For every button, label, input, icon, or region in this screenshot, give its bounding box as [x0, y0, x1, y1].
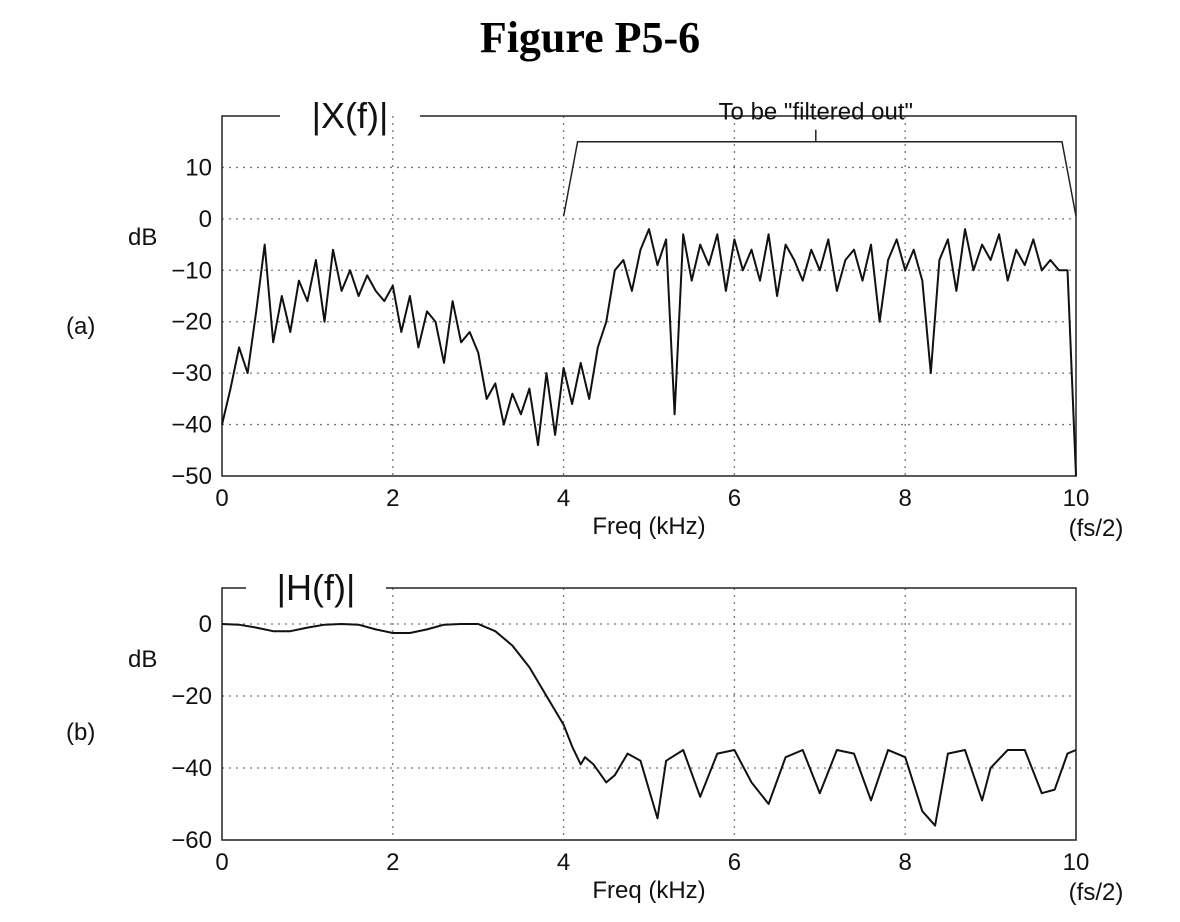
x-tick-label: 2: [386, 485, 399, 512]
y-tick-label: −60: [171, 827, 212, 854]
annotation-text: To be "filtered out": [719, 99, 913, 126]
y-tick-label: −20: [171, 683, 212, 710]
x-end-sublabel: (fs/2): [1069, 879, 1124, 906]
y-tick-label: −50: [171, 463, 212, 490]
x-tick-label: 4: [557, 485, 570, 512]
series-line: [221, 623, 1077, 827]
x-axis-label: Freq (kHz): [592, 877, 705, 904]
y-tick-label: −40: [171, 412, 212, 439]
annotation-bracket: [562, 140, 1077, 217]
panel-label: (a): [66, 313, 95, 340]
x-tick-label: 6: [728, 485, 741, 512]
panel-label: (b): [66, 719, 95, 746]
series-line: [221, 228, 1077, 477]
y-tick-label: −30: [171, 360, 212, 387]
x-tick-label: 8: [899, 485, 912, 512]
y-tick-label: 0: [199, 611, 212, 638]
plot-frame: [221, 115, 1077, 477]
y-axis-label: dB: [128, 646, 157, 673]
y-tick-label: 10: [185, 154, 212, 181]
x-tick-label: 10: [1063, 849, 1090, 876]
y-axis-label: dB: [128, 224, 157, 251]
figure-title: Figure P5-6: [479, 13, 701, 62]
plot-frame: [221, 587, 1077, 841]
x-axis-label: Freq (kHz): [592, 513, 705, 540]
x-tick-label: 2: [386, 849, 399, 876]
y-tick-label: 0: [199, 206, 212, 233]
x-tick-label: 8: [899, 849, 912, 876]
x-end-sublabel: (fs/2): [1069, 515, 1124, 542]
x-tick-label: 0: [215, 485, 228, 512]
chart-panel-1: |X(f)| 10 0 −10 −20 −30 −40 −50 dB (a) 0 2 4 6 8 10 Freq…: [66, 95, 1123, 542]
panel-title: |H(f)|: [277, 567, 356, 608]
y-tick-label: −10: [171, 257, 212, 284]
panel-title: |X(f)|: [312, 95, 389, 136]
y-tick-label: −40: [171, 755, 212, 782]
chart-panel-2: |H(f)| 0 −20 −40 −60 dB (b) 0 2 4 6 8 10 Freq (kHz) (f…: [66, 567, 1123, 906]
y-tick-label: −20: [171, 309, 212, 336]
x-tick-label: 6: [728, 849, 741, 876]
x-tick-label: 4: [557, 849, 570, 876]
x-tick-label: 0: [215, 849, 228, 876]
x-tick-label: 10: [1063, 485, 1090, 512]
